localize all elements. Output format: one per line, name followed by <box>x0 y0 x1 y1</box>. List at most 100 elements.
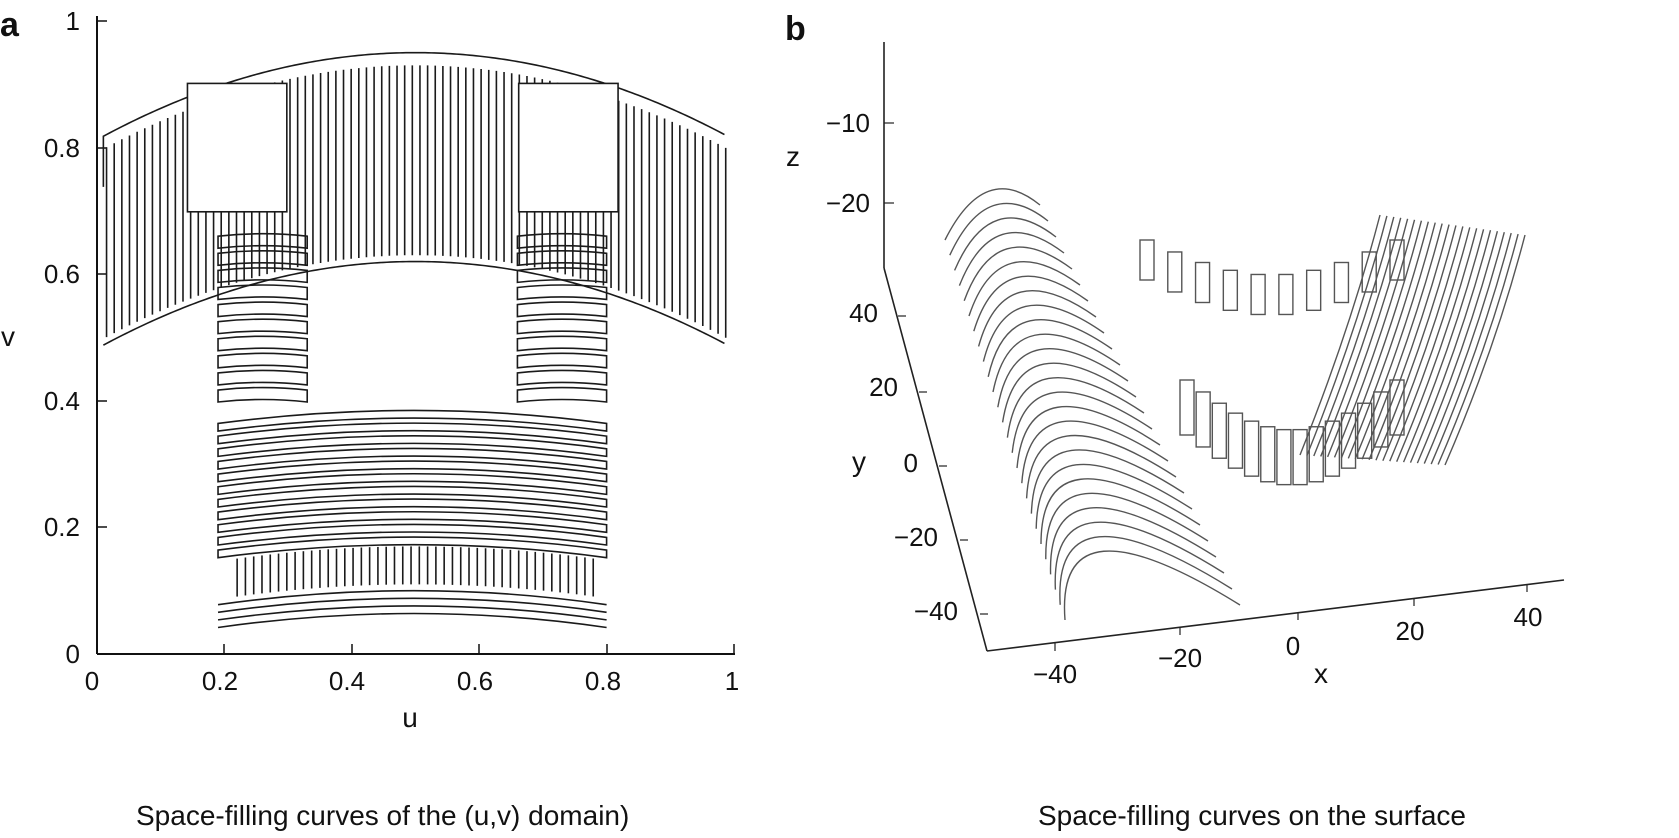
nested-square <box>186 82 288 213</box>
valley-segment <box>1356 402 1373 459</box>
column-arc <box>217 301 309 318</box>
right-ridge-curve <box>1340 220 1423 459</box>
ridge-curve <box>968 260 1081 317</box>
panel-b-letter: b <box>785 10 806 48</box>
x-axis-line <box>986 579 1565 652</box>
right-ridge-curve <box>1320 217 1402 457</box>
right-ridge-curve <box>1409 230 1492 463</box>
y-axis-label: y <box>852 446 866 477</box>
v-tick-label: 0 <box>66 639 80 669</box>
upper-segment <box>1194 261 1211 304</box>
ridge-curve <box>958 231 1065 286</box>
bottom-arc <box>217 605 607 621</box>
bottom-arc <box>217 612 607 629</box>
panel-a-space-filling-curves <box>102 51 727 629</box>
wide-arc <box>217 447 608 470</box>
right-ridge-curve <box>1306 215 1388 456</box>
ridge-curve <box>1016 405 1161 469</box>
wide-arc <box>217 434 608 458</box>
x-tick-label: −20 <box>1158 643 1202 673</box>
ridge-curve <box>987 319 1113 377</box>
bottom-arc <box>217 597 607 614</box>
right-ridge-curve <box>1382 226 1464 461</box>
panel-b-surface-curves <box>944 188 1526 621</box>
right-ridge-curve <box>1389 227 1471 462</box>
ridge-curve <box>992 333 1121 393</box>
ridge-curve <box>1049 507 1217 575</box>
ridge-curve <box>1045 492 1209 560</box>
ridge-curve <box>1054 521 1225 590</box>
u-tick-label: 0 <box>85 666 99 696</box>
z-axis-label: z <box>786 141 800 172</box>
upper-segment <box>1278 273 1294 316</box>
left-ridge <box>944 188 1241 621</box>
u-tick-label: 0.6 <box>457 666 493 696</box>
wide-arc <box>217 409 608 432</box>
ridge-curve <box>997 348 1129 408</box>
column-arc <box>217 386 309 403</box>
right-ridge-curve <box>1444 234 1526 466</box>
v-tick-label: 0.8 <box>44 133 80 163</box>
column-arc <box>217 335 309 352</box>
y-tick-label: −40 <box>914 596 958 626</box>
column-arc <box>516 352 608 369</box>
right-ridge-curve <box>1402 229 1485 463</box>
left-column <box>217 232 309 403</box>
y-tick-label: 20 <box>869 372 898 402</box>
column-arc <box>516 369 608 386</box>
ridge-curve <box>949 202 1049 256</box>
ridge-curve <box>973 275 1089 332</box>
upper-segment <box>1333 261 1350 304</box>
column-arc <box>516 318 608 335</box>
z-tick-label: −10 <box>826 108 870 138</box>
panel-b-axes <box>883 42 1565 652</box>
u-axis-ticks <box>96 644 735 654</box>
x-tick-label: −40 <box>1033 659 1077 689</box>
valley-segment <box>1195 391 1211 448</box>
valley-band <box>1139 239 1405 486</box>
column-arc <box>217 318 309 335</box>
ridge-curve <box>1021 420 1169 484</box>
y-tick-label: 0 <box>904 448 918 478</box>
ridge-curve <box>944 188 1041 241</box>
valley-segment <box>1260 426 1276 483</box>
right-ridge-curve <box>1347 221 1430 459</box>
y-tick-label: −20 <box>894 522 938 552</box>
ridge-curve <box>1063 550 1241 621</box>
right-ridge-curve <box>1430 232 1512 465</box>
column-arc <box>516 267 608 284</box>
valley-segment <box>1179 379 1195 436</box>
y-tick-label: 40 <box>849 298 878 328</box>
valley-segment <box>1292 428 1308 486</box>
u-tick-label: 0.8 <box>585 666 621 696</box>
upper-segment <box>1222 269 1239 312</box>
ridge-curve <box>1011 391 1153 453</box>
valley-segment <box>1373 391 1389 448</box>
arch-outline-bottom <box>102 260 725 346</box>
ridge-curve <box>1059 535 1233 605</box>
v-axis-label: v <box>1 321 15 352</box>
ridge-curve <box>953 217 1057 271</box>
wide-arc <box>217 498 608 521</box>
right-ridge <box>1299 214 1526 466</box>
ridge-curve <box>1006 377 1145 438</box>
right-ridge-curve <box>1437 233 1519 465</box>
v-tick-label: 0.6 <box>44 259 80 289</box>
u-tick-label: 1 <box>725 666 739 696</box>
v-tick-label: 0.4 <box>44 386 80 416</box>
valley-segment <box>1276 428 1292 486</box>
ridge-curve <box>1030 449 1185 514</box>
panel-a-letter: a <box>0 6 19 44</box>
wide-arc <box>217 472 608 496</box>
valley-segment <box>1308 426 1324 483</box>
column-arc <box>217 369 309 386</box>
u-tick-label: 0.2 <box>202 666 238 696</box>
valley-segment <box>1243 420 1260 477</box>
right-ridge-curve <box>1396 228 1478 462</box>
lower-arc-band <box>217 409 608 629</box>
panel-b-caption: Space-filling curves on the surface <box>1038 800 1466 831</box>
x-tick-label: 20 <box>1396 616 1425 646</box>
ridge-curve <box>1040 478 1201 545</box>
x-axis-label: x <box>1314 658 1328 689</box>
